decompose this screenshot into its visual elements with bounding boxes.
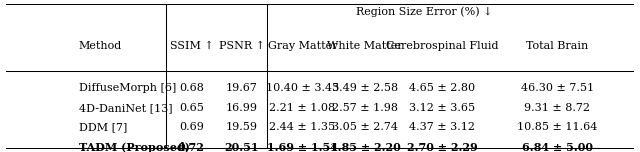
Text: Gray Matter: Gray Matter [268, 41, 337, 51]
Text: Region Size Error (%) ↓: Region Size Error (%) ↓ [356, 7, 492, 17]
Text: DiffuseMorph [6]: DiffuseMorph [6] [79, 83, 176, 93]
Text: Method: Method [79, 41, 122, 51]
Text: 4.65 ± 2.80: 4.65 ± 2.80 [409, 83, 476, 93]
Text: 4D-DaniNet [13]: 4D-DaniNet [13] [79, 103, 172, 113]
Text: 10.40 ± 3.45: 10.40 ± 3.45 [266, 83, 339, 93]
Text: 1.69 ± 1.54: 1.69 ± 1.54 [267, 142, 338, 152]
Text: 2.21 ± 1.08: 2.21 ± 1.08 [269, 103, 335, 113]
Text: TADM (Proposed): TADM (Proposed) [79, 142, 189, 152]
Text: 0.65: 0.65 [179, 103, 204, 113]
Text: 46.30 ± 7.51: 46.30 ± 7.51 [520, 83, 594, 93]
Text: 16.99: 16.99 [226, 103, 258, 113]
Text: 3.12 ± 3.65: 3.12 ± 3.65 [409, 103, 476, 113]
Text: Total Brain: Total Brain [526, 41, 588, 51]
Text: 3.49 ± 2.58: 3.49 ± 2.58 [332, 83, 398, 93]
Text: SSIM ↑: SSIM ↑ [170, 41, 213, 51]
Text: 20.51: 20.51 [225, 142, 259, 152]
Text: 1.85 ± 2.20: 1.85 ± 2.20 [330, 142, 401, 152]
Text: 4.37 ± 3.12: 4.37 ± 3.12 [410, 122, 476, 132]
Text: Cerebrospinal Fluid: Cerebrospinal Fluid [386, 41, 499, 51]
Text: 19.59: 19.59 [226, 122, 258, 132]
Text: 0.72: 0.72 [178, 142, 205, 152]
Text: 2.70 ± 2.29: 2.70 ± 2.29 [407, 142, 477, 152]
Text: PSNR ↑: PSNR ↑ [219, 41, 264, 51]
Text: DDM [7]: DDM [7] [79, 122, 127, 132]
Text: 19.67: 19.67 [226, 83, 257, 93]
Text: White Matter: White Matter [327, 41, 403, 51]
Text: 2.44 ± 1.35: 2.44 ± 1.35 [269, 122, 335, 132]
Text: 0.69: 0.69 [179, 122, 204, 132]
Text: 6.84 ± 5.00: 6.84 ± 5.00 [522, 142, 593, 152]
Text: 9.31 ± 8.72: 9.31 ± 8.72 [524, 103, 590, 113]
Text: 3.05 ± 2.74: 3.05 ± 2.74 [332, 122, 398, 132]
Text: 2.57 ± 1.98: 2.57 ± 1.98 [332, 103, 398, 113]
Text: 0.68: 0.68 [179, 83, 204, 93]
Text: 10.85 ± 11.64: 10.85 ± 11.64 [517, 122, 597, 132]
